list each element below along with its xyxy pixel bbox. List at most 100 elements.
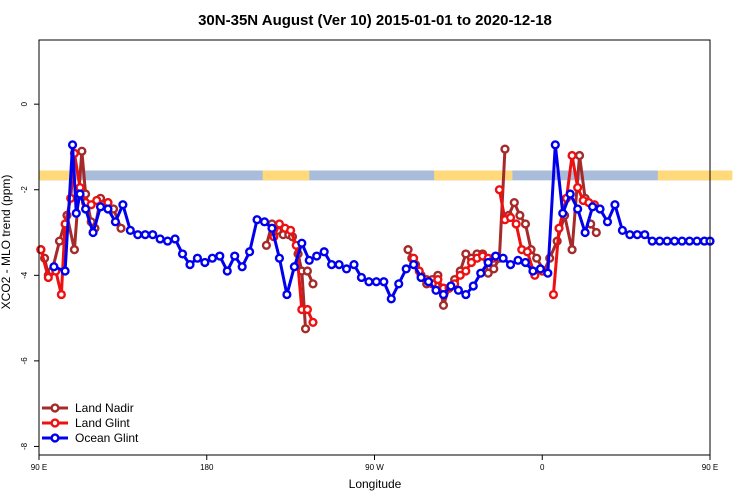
- x-axis-label: Longitude: [349, 477, 402, 491]
- data-point: [327, 260, 337, 270]
- data-point: [491, 251, 501, 261]
- data-point: [207, 253, 217, 263]
- data-point: [587, 202, 598, 212]
- data-point: [177, 249, 188, 259]
- land-band-0: [39, 170, 75, 181]
- data-point: [49, 262, 59, 272]
- data-point: [483, 257, 493, 268]
- ocean-band: [40, 170, 709, 181]
- data-point: [438, 289, 449, 300]
- data-point: [515, 210, 525, 221]
- data-point: [498, 253, 508, 263]
- data-point: [92, 195, 102, 206]
- data-point: [669, 236, 680, 246]
- data-point: [133, 230, 143, 240]
- data-point: [548, 289, 559, 300]
- data-point: [356, 272, 367, 283]
- data-point: [56, 289, 66, 300]
- data-point: [118, 200, 128, 210]
- data-point: [489, 264, 499, 274]
- data-point: [438, 300, 449, 310]
- x-tick-label: 90 E: [31, 463, 47, 472]
- data-point: [88, 227, 98, 238]
- x-tick-label: 0: [540, 463, 545, 472]
- data-point: [461, 249, 471, 259]
- data-point: [500, 144, 510, 154]
- data-point: [125, 225, 135, 235]
- legend-label: Land Glint: [75, 416, 130, 430]
- data-point: [319, 247, 329, 257]
- data-point: [103, 204, 113, 214]
- data-point: [565, 189, 575, 199]
- data-point: [69, 245, 80, 255]
- series-layer: [36, 140, 715, 334]
- data-point: [567, 245, 577, 255]
- data-point: [80, 204, 91, 214]
- data-point: [505, 260, 516, 270]
- data-point: [267, 223, 277, 233]
- data-point: [494, 185, 504, 195]
- data-point: [535, 264, 545, 274]
- data-point: [423, 277, 434, 287]
- data-point: [528, 266, 538, 276]
- data-point: [304, 255, 314, 265]
- data-point: [110, 217, 121, 227]
- data-point: [610, 200, 620, 210]
- data-point: [468, 281, 478, 291]
- data-point: [155, 234, 165, 244]
- data-point: [43, 272, 53, 283]
- data-point: [308, 317, 318, 327]
- data-point: [116, 223, 126, 233]
- data-point: [602, 217, 613, 227]
- data-point: [185, 260, 195, 270]
- data-point: [625, 230, 635, 240]
- data-point: [302, 266, 313, 276]
- data-point: [595, 204, 605, 214]
- data-point: [341, 264, 352, 274]
- data-point: [252, 215, 262, 225]
- y-tick-label: -2: [20, 186, 29, 194]
- y-tick-label: -6: [20, 357, 29, 365]
- data-point: [640, 230, 650, 240]
- data-point: [433, 274, 443, 285]
- data-point: [215, 251, 225, 261]
- data-point: [513, 255, 523, 265]
- data-point: [591, 227, 601, 238]
- data-point: [379, 277, 389, 287]
- data-point: [455, 270, 465, 280]
- land-band-1: [262, 170, 310, 181]
- data-point: [446, 281, 456, 291]
- data-point: [297, 238, 307, 248]
- data-point: [261, 240, 271, 250]
- data-point: [511, 219, 521, 229]
- legend-item: Ocean Glint: [42, 431, 139, 445]
- data-point: [543, 268, 553, 278]
- data-point: [453, 285, 463, 295]
- land-band-3: [657, 170, 733, 181]
- data-point: [230, 251, 240, 261]
- data-point: [632, 230, 642, 240]
- data-point: [431, 285, 441, 295]
- data-point: [308, 279, 318, 289]
- data-point: [647, 236, 657, 246]
- data-point: [573, 204, 583, 214]
- data-point: [75, 189, 85, 199]
- data-point: [550, 140, 560, 150]
- data-point: [532, 253, 542, 263]
- data-point: [520, 257, 531, 268]
- data-point: [312, 251, 322, 261]
- data-point: [245, 247, 255, 257]
- data-point: [466, 257, 477, 268]
- x-tick-label: 90 W: [365, 463, 384, 472]
- data-point: [573, 183, 583, 193]
- data-point: [192, 253, 203, 263]
- data-point: [692, 236, 702, 246]
- data-point: [401, 264, 411, 274]
- data-point: [476, 268, 486, 278]
- data-point: [461, 289, 471, 300]
- data-point: [520, 219, 531, 229]
- data-point: [403, 245, 413, 255]
- legend-marker: [50, 433, 60, 443]
- data-point: [289, 262, 299, 272]
